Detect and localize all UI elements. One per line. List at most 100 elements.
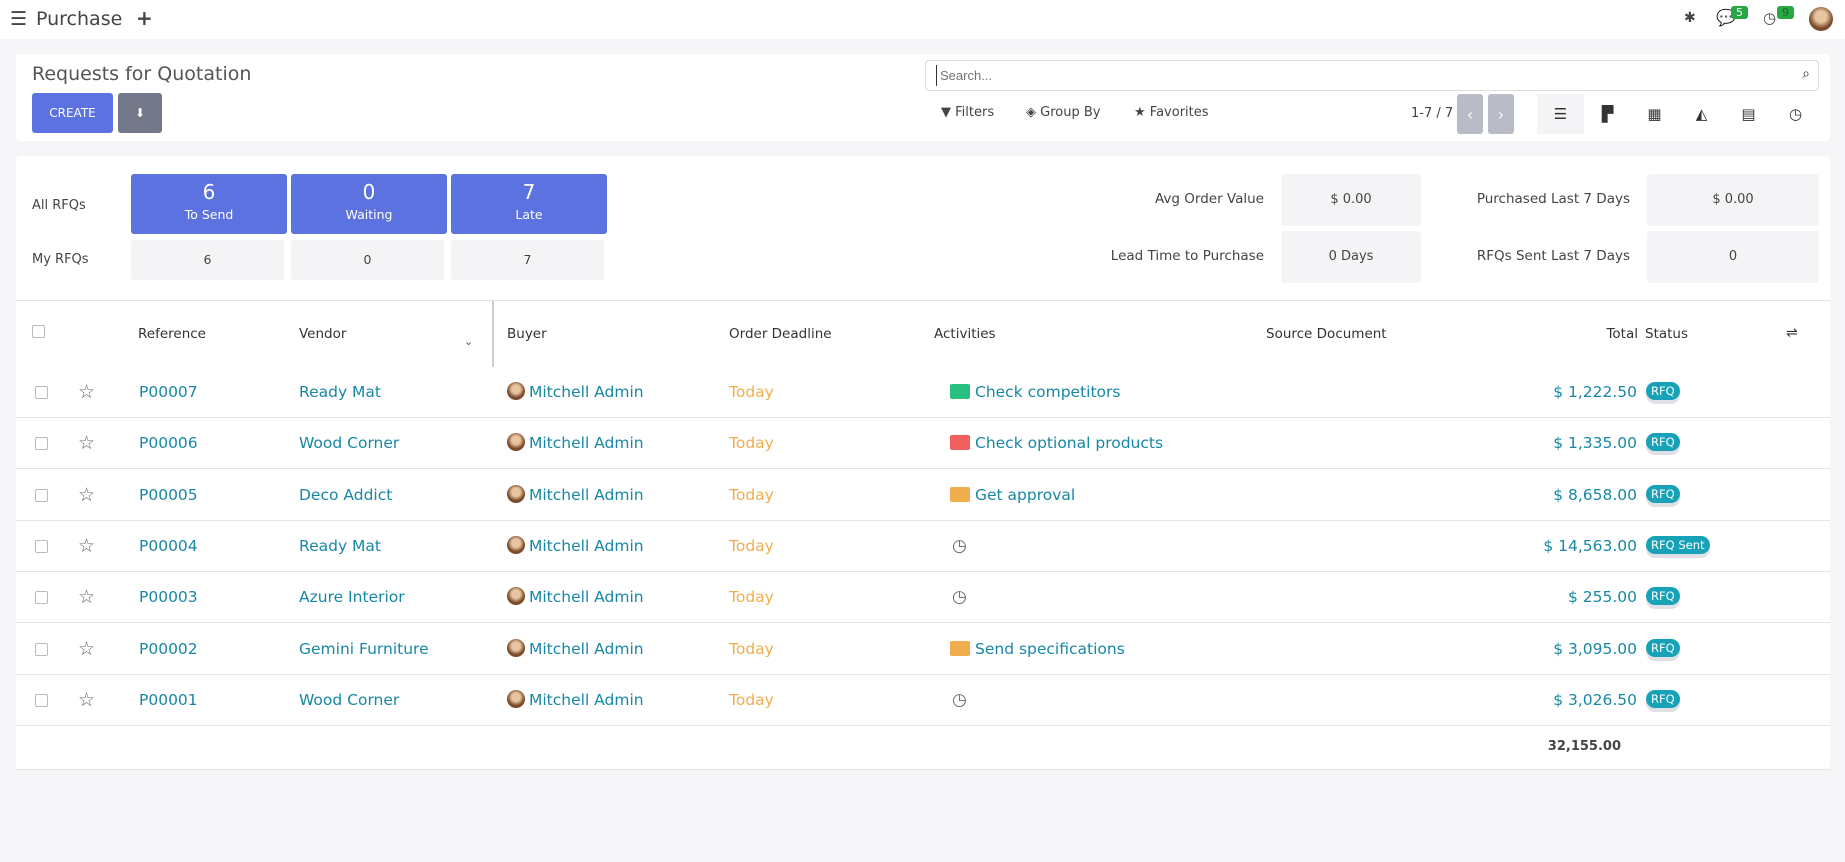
activity-summary[interactable]: Check competitors — [975, 383, 1121, 401]
pager-next-button[interactable]: › — [1488, 94, 1514, 134]
column-header-activities[interactable]: Activities — [934, 326, 996, 342]
download-button[interactable]: ⬇ — [118, 93, 162, 133]
table-row[interactable]: ☆ P00004 Ready Mat Mitchell Admin Today … — [16, 521, 1830, 572]
buyer[interactable]: Mitchell Admin — [507, 470, 644, 521]
vendor[interactable]: Gemini Furniture — [299, 639, 429, 658]
activity-type-icon[interactable] — [950, 486, 970, 502]
buyer[interactable]: Mitchell Admin — [507, 675, 644, 726]
reference[interactable]: P00001 — [139, 690, 198, 709]
select-all-checkbox[interactable] — [32, 325, 45, 338]
column-header-vendor[interactable]: Vendor — [299, 326, 347, 342]
table-row[interactable]: ☆ P00006 Wood Corner Mitchell Admin Toda… — [16, 418, 1830, 470]
star-icon[interactable]: ☆ — [78, 534, 96, 557]
column-header-order-deadline[interactable]: Order Deadline — [729, 326, 832, 342]
star-icon[interactable]: ☆ — [78, 483, 96, 506]
bug-icon[interactable]: ✱ — [1684, 10, 1696, 26]
stat-value[interactable]: $ 0.00 — [1647, 174, 1819, 226]
stat-value[interactable]: $ 0.00 — [1281, 174, 1421, 226]
table-row[interactable]: ☆ P00001 Wood Corner Mitchell Admin Toda… — [16, 675, 1830, 726]
pivot-view-button[interactable]: ▦ — [1631, 94, 1678, 134]
pager-previous-button[interactable]: ‹ — [1457, 94, 1483, 134]
buyer[interactable]: Mitchell Admin — [507, 624, 644, 675]
table-row[interactable]: ☆ P00003 Azure Interior Mitchell Admin T… — [16, 572, 1830, 624]
star-icon[interactable]: ☆ — [78, 586, 96, 609]
stat-value[interactable]: 0 — [1647, 231, 1819, 283]
reference[interactable]: P00005 — [139, 485, 198, 504]
user-avatar[interactable] — [1809, 7, 1833, 31]
buyer[interactable]: Mitchell Admin — [507, 418, 644, 469]
reference[interactable]: P00002 — [139, 639, 198, 658]
tile-late[interactable]: 7 Late — [451, 174, 607, 234]
my-tile-value[interactable]: 6 — [131, 240, 284, 280]
row-checkbox[interactable] — [35, 693, 48, 707]
activity-summary[interactable]: Check optional products — [975, 434, 1164, 453]
group-by-button[interactable]: ◈ Group By — [1026, 105, 1101, 120]
row-checkbox[interactable] — [35, 437, 48, 451]
messages-icon[interactable]: 💬 — [1716, 8, 1736, 27]
pager-value[interactable]: 1-7 / 7 — [1411, 106, 1454, 121]
activity-view-button[interactable]: ◷ — [1772, 94, 1819, 134]
stat-value[interactable]: 0 Days — [1281, 231, 1421, 283]
star-icon[interactable]: ☆ — [78, 381, 96, 403]
reference[interactable]: P00007 — [139, 383, 198, 401]
calendar-view-button[interactable]: ▤ — [1725, 94, 1772, 134]
buyer-name: Mitchell Admin — [529, 690, 644, 709]
clock-icon[interactable]: ◷ — [1763, 9, 1777, 27]
clock-icon[interactable]: ◷ — [952, 587, 967, 608]
favorites-button[interactable]: ★ Favorites — [1134, 105, 1209, 120]
table-row[interactable]: ☆ P00005 Deco Addict Mitchell Admin Toda… — [16, 470, 1830, 521]
row-checkbox[interactable] — [35, 488, 48, 502]
row-checkbox[interactable] — [35, 539, 48, 553]
column-resize-handle[interactable] — [492, 301, 494, 367]
chevron-down-icon[interactable]: ⌄ — [464, 335, 474, 348]
row-checkbox[interactable] — [35, 642, 48, 656]
star-icon[interactable]: ☆ — [78, 637, 96, 660]
column-header-buyer[interactable]: Buyer — [507, 326, 547, 342]
tile-waiting[interactable]: 0 Waiting — [291, 174, 447, 234]
activity-type-icon[interactable] — [950, 435, 970, 451]
reference[interactable]: P00003 — [139, 588, 198, 607]
column-header-reference[interactable]: Reference — [138, 326, 206, 342]
hamburger-icon[interactable]: ☰ — [10, 8, 28, 30]
buyer[interactable]: Mitchell Admin — [507, 521, 644, 572]
search-icon[interactable]: ⌕ — [1802, 66, 1810, 82]
vendor[interactable]: Deco Addict — [299, 485, 393, 504]
app-title[interactable]: Purchase — [36, 8, 123, 30]
kanban-view-button[interactable]: ▛ — [1584, 94, 1631, 134]
table-row[interactable]: ☆ P00007 Ready Mat Mitchell Admin Today … — [16, 367, 1830, 418]
row-checkbox[interactable] — [35, 386, 48, 399]
reference[interactable]: P00004 — [139, 536, 198, 555]
vendor[interactable]: Wood Corner — [299, 690, 400, 709]
reference[interactable]: P00006 — [139, 434, 198, 453]
tile-to-send[interactable]: 6 To Send — [131, 174, 287, 234]
column-header-source-document[interactable]: Source Document — [1266, 326, 1387, 342]
star-icon[interactable]: ☆ — [78, 688, 96, 711]
list-view-button[interactable]: ☰ — [1537, 94, 1584, 134]
buyer[interactable]: Mitchell Admin — [507, 367, 644, 418]
buyer[interactable]: Mitchell Admin — [507, 572, 644, 623]
star-icon[interactable]: ☆ — [78, 432, 96, 455]
column-header-status[interactable]: Status — [1645, 326, 1689, 342]
search-input[interactable] — [936, 65, 1776, 86]
row-checkbox[interactable] — [35, 591, 48, 605]
status-badge: RFQ — [1646, 689, 1680, 708]
clock-icon[interactable]: ◷ — [952, 535, 967, 556]
vendor[interactable]: Ready Mat — [299, 383, 381, 401]
table-row[interactable]: ☆ P00002 Gemini Furniture Mitchell Admin… — [16, 624, 1830, 675]
my-tile-value[interactable]: 7 — [451, 240, 604, 280]
vendor[interactable]: Azure Interior — [299, 588, 405, 607]
activity-summary[interactable]: Send specifications — [975, 639, 1125, 658]
vendor[interactable]: Wood Corner — [299, 434, 400, 453]
column-header-total[interactable]: Total — [1606, 326, 1638, 342]
create-button[interactable]: CREATE — [32, 93, 113, 133]
graph-view-button[interactable]: ◭ — [1678, 94, 1725, 134]
vendor[interactable]: Ready Mat — [299, 536, 381, 555]
activity-summary[interactable]: Get approval — [975, 485, 1076, 504]
my-tile-value[interactable]: 0 — [291, 240, 444, 280]
activity-type-icon[interactable] — [950, 384, 970, 399]
activity-type-icon[interactable] — [950, 640, 970, 656]
filters-button[interactable]: ▼ Filters — [941, 105, 995, 120]
plus-icon[interactable]: + — [136, 6, 153, 30]
optional-columns-icon[interactable]: ⇌ — [1786, 325, 1798, 341]
clock-icon[interactable]: ◷ — [952, 689, 967, 710]
